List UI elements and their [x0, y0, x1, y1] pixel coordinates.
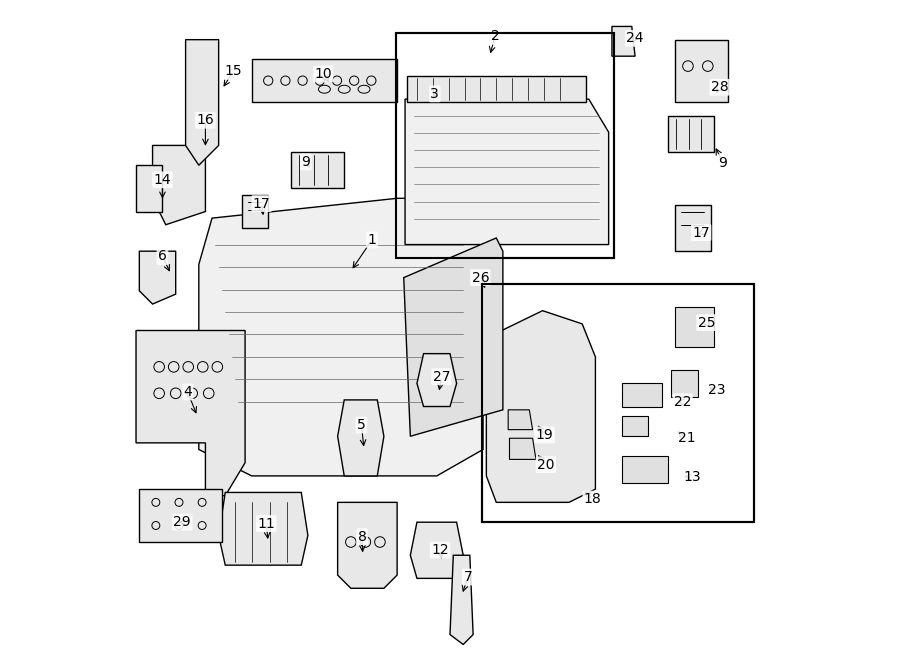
Text: 2: 2: [491, 29, 500, 44]
Polygon shape: [136, 165, 163, 212]
Text: 12: 12: [431, 543, 449, 557]
Bar: [482, 284, 754, 522]
Polygon shape: [509, 438, 536, 459]
Text: 26: 26: [472, 270, 490, 285]
Polygon shape: [219, 492, 308, 565]
Polygon shape: [622, 416, 648, 436]
Polygon shape: [407, 76, 586, 102]
Polygon shape: [140, 489, 222, 542]
Polygon shape: [450, 555, 473, 644]
Text: 27: 27: [433, 369, 450, 384]
Polygon shape: [185, 40, 219, 165]
Text: 10: 10: [314, 67, 332, 81]
Polygon shape: [404, 238, 503, 436]
Polygon shape: [675, 205, 711, 251]
Polygon shape: [486, 311, 596, 502]
Polygon shape: [410, 522, 464, 578]
Text: 9: 9: [302, 155, 310, 169]
Text: 6: 6: [158, 249, 166, 264]
Text: 21: 21: [678, 431, 696, 446]
Polygon shape: [671, 370, 698, 397]
Text: 14: 14: [154, 173, 171, 187]
Text: 4: 4: [184, 385, 192, 399]
Polygon shape: [338, 400, 384, 476]
Text: 9: 9: [718, 155, 727, 170]
Polygon shape: [612, 26, 635, 56]
Polygon shape: [675, 40, 727, 102]
Polygon shape: [675, 307, 715, 347]
Bar: [396, 33, 614, 258]
Text: 1: 1: [367, 233, 376, 247]
Text: 18: 18: [584, 492, 602, 506]
Polygon shape: [338, 502, 397, 588]
Text: 29: 29: [174, 515, 191, 529]
Polygon shape: [668, 116, 715, 152]
Polygon shape: [136, 330, 245, 496]
Polygon shape: [508, 410, 533, 430]
Polygon shape: [153, 145, 205, 225]
Text: 22: 22: [674, 395, 691, 409]
Text: 8: 8: [357, 529, 366, 544]
Polygon shape: [405, 99, 608, 245]
Text: 20: 20: [537, 457, 554, 472]
Text: 5: 5: [357, 418, 365, 432]
Text: 13: 13: [683, 470, 701, 485]
Text: 17: 17: [692, 225, 710, 240]
Text: 7: 7: [464, 570, 472, 584]
Text: 19: 19: [536, 428, 554, 442]
Polygon shape: [622, 383, 662, 407]
Polygon shape: [252, 59, 397, 102]
Polygon shape: [140, 251, 176, 304]
Text: 3: 3: [430, 87, 439, 101]
Text: 11: 11: [257, 516, 275, 531]
Text: 28: 28: [711, 80, 728, 95]
Polygon shape: [417, 354, 456, 407]
Polygon shape: [242, 195, 268, 228]
Text: 15: 15: [224, 64, 242, 79]
Bar: [482, 284, 754, 522]
Polygon shape: [199, 198, 483, 476]
Text: 23: 23: [707, 383, 725, 397]
Polygon shape: [622, 456, 668, 483]
Text: 16: 16: [196, 113, 214, 128]
Text: 24: 24: [626, 31, 644, 46]
Polygon shape: [292, 152, 344, 188]
Text: 17: 17: [253, 196, 270, 211]
Bar: [396, 33, 614, 258]
Text: 25: 25: [698, 315, 716, 330]
